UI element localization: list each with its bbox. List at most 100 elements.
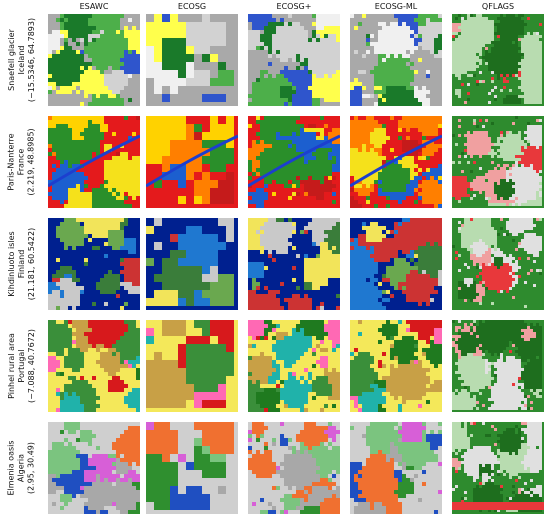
land-cover-cell	[296, 128, 300, 132]
land-cover-cell	[64, 148, 68, 152]
land-cover-cell	[515, 35, 518, 38]
land-cover-cell	[518, 131, 521, 134]
land-cover-cell	[530, 236, 533, 239]
land-cover-cell	[84, 204, 88, 208]
land-cover-cell	[382, 298, 386, 302]
land-cover-cell	[521, 53, 524, 56]
land-cover-cell	[320, 50, 324, 54]
land-cover-cell	[479, 191, 482, 194]
land-cover-cell	[260, 302, 264, 306]
land-cover-cell	[512, 197, 515, 200]
land-cover-cell	[264, 124, 268, 128]
land-cover-cell	[100, 200, 104, 204]
land-cover-cell	[60, 290, 64, 294]
land-cover-cell	[316, 184, 320, 188]
land-cover-cell	[328, 258, 332, 262]
land-cover-cell	[218, 148, 226, 156]
land-cover-cell	[296, 94, 300, 98]
land-cover-cell	[92, 46, 96, 50]
land-cover-cell	[76, 132, 80, 136]
land-cover-cell	[378, 156, 382, 160]
land-cover-cell	[312, 46, 316, 50]
land-cover-cell	[398, 136, 402, 140]
land-cover-cell	[120, 160, 124, 164]
land-cover-cell	[132, 42, 136, 46]
land-cover-cell	[414, 152, 418, 156]
land-cover-cell	[92, 62, 96, 66]
land-cover-cell	[252, 282, 256, 286]
land-cover-cell	[418, 30, 422, 34]
land-cover-cell	[536, 143, 539, 146]
land-cover-cell	[276, 94, 280, 98]
land-cover-cell	[260, 34, 264, 38]
land-cover-cell	[202, 140, 210, 148]
land-cover-cell	[438, 226, 442, 230]
land-cover-cell	[497, 77, 500, 80]
land-cover-cell	[288, 226, 292, 230]
land-cover-cell	[104, 286, 108, 290]
land-cover-cell	[374, 164, 378, 168]
land-cover-cell	[276, 26, 280, 30]
land-cover-cell	[378, 254, 382, 258]
land-cover-cell	[500, 35, 503, 38]
land-cover-cell	[479, 185, 482, 188]
land-cover-cell	[426, 172, 430, 176]
land-cover-cell	[324, 242, 328, 246]
land-cover-cell	[312, 160, 316, 164]
land-cover-cell	[370, 266, 374, 270]
land-cover-cell	[92, 120, 96, 124]
land-cover-cell	[394, 102, 398, 106]
land-cover-cell	[154, 290, 162, 298]
land-cover-cell	[488, 32, 491, 35]
land-cover-cell	[64, 50, 68, 54]
land-cover-cell	[226, 156, 234, 164]
land-cover-cell	[272, 258, 276, 262]
land-cover-cell	[464, 224, 467, 227]
land-cover-cell	[52, 176, 56, 180]
land-cover-cell	[280, 46, 284, 50]
land-cover-cell	[494, 233, 497, 236]
land-cover-cell	[406, 250, 410, 254]
land-cover-cell	[536, 176, 539, 179]
land-cover-cell	[422, 132, 426, 136]
land-cover-cell	[56, 136, 60, 140]
land-cover-cell	[336, 250, 340, 254]
land-cover-cell	[350, 196, 354, 200]
land-cover-cell	[434, 270, 438, 274]
land-cover-cell	[518, 26, 521, 29]
land-cover-cell	[527, 41, 530, 44]
land-cover-cell	[52, 302, 56, 306]
land-cover-cell	[256, 238, 260, 242]
land-cover-cell	[336, 82, 340, 86]
land-cover-cell	[300, 160, 304, 164]
land-cover-cell	[536, 152, 539, 155]
land-cover-cell	[92, 246, 96, 250]
land-cover-cell	[108, 168, 112, 172]
land-cover-cell	[260, 42, 264, 46]
land-cover-cell	[178, 140, 186, 148]
land-cover-cell	[296, 164, 300, 168]
land-cover-cell	[256, 14, 260, 18]
land-cover-cell	[132, 238, 136, 242]
land-cover-cell	[430, 222, 434, 226]
land-cover-cell	[202, 46, 210, 54]
land-cover-cell	[56, 156, 60, 160]
land-cover-cell	[312, 70, 316, 74]
land-cover-cell	[80, 82, 84, 86]
land-cover-cell	[194, 46, 202, 54]
land-cover-cell	[358, 152, 362, 156]
land-cover-cell	[488, 203, 491, 206]
land-cover-cell	[324, 46, 328, 50]
land-cover-cell	[312, 62, 316, 66]
land-cover-cell	[292, 34, 296, 38]
land-cover-cell	[366, 238, 370, 242]
land-cover-cell	[132, 26, 136, 30]
land-cover-cell	[503, 74, 506, 77]
land-cover-cell	[518, 152, 521, 155]
land-cover-cell	[170, 290, 178, 298]
land-cover-cell	[316, 160, 320, 164]
land-cover-cell	[56, 18, 60, 22]
land-cover-cell	[382, 172, 386, 176]
land-cover-cell	[509, 185, 512, 188]
land-cover-cell	[500, 47, 503, 50]
